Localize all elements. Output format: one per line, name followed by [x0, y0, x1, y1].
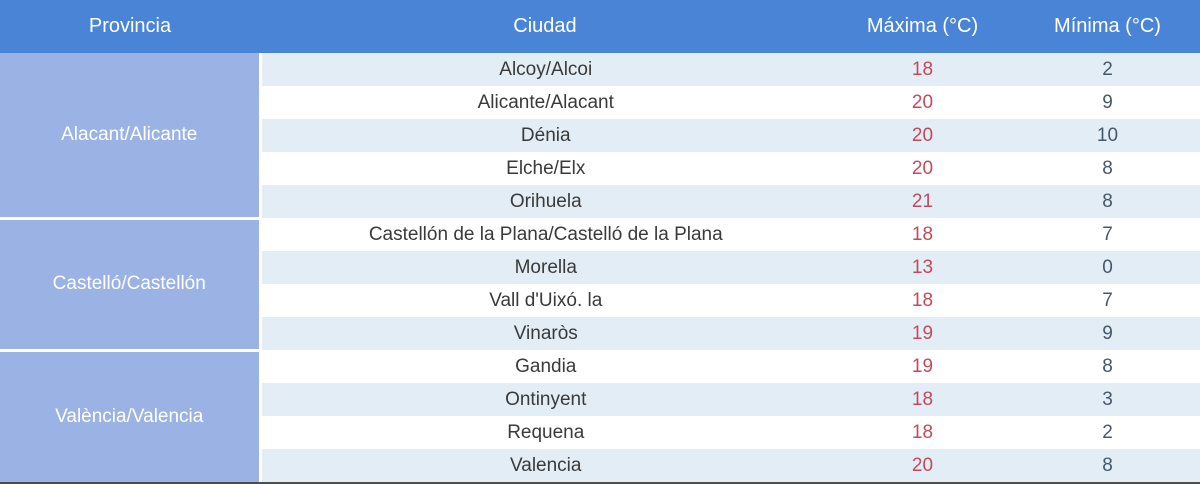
city-cell: Alicante/Alacant [477, 91, 614, 113]
min-temp-cell: 7 [1102, 289, 1113, 311]
city-cell: Vall d'Uixó. la [489, 289, 603, 311]
min-temp-cell: 9 [1102, 322, 1113, 344]
max-temp-cell: 20 [911, 157, 934, 179]
min-temp-cell: 2 [1102, 421, 1113, 443]
table-row: València/Valencia Gandia 19 8 [0, 348, 1200, 482]
column-header-provincia: Provincia [0, 0, 260, 53]
city-cell: Vinaròs [513, 322, 578, 344]
city-cell: Dénia [520, 124, 571, 146]
min-temp-cell: 7 [1102, 223, 1113, 245]
max-temp-cell: 18 [911, 421, 934, 443]
header-row: Provincia Ciudad Máxima (°C) Mínima (°C) [0, 0, 1200, 53]
min-temp-cell: 8 [1102, 355, 1113, 377]
table-row: Castelló/Castellón Castellón de la Plana… [0, 216, 1200, 350]
city-cell: Orihuela [509, 190, 582, 212]
max-temp-cell: 20 [911, 91, 934, 113]
max-temp-cell: 18 [911, 223, 934, 245]
city-cell: Requena [507, 421, 585, 443]
max-temp-cell: 18 [911, 58, 934, 80]
max-temp-cell: 18 [911, 388, 934, 410]
max-temp-cell: 20 [911, 454, 934, 476]
province-cell: Alacant/Alicante [0, 53, 262, 218]
city-cell: Castellón de la Plana/Castelló de la Pla… [368, 223, 723, 245]
max-temp-cell: 13 [911, 256, 934, 278]
table-body: Alacant/Alicante Alcoy/Alcoi 18 2 Alican… [0, 53, 1200, 482]
min-temp-cell: 0 [1102, 256, 1113, 278]
column-header-maxima: Máxima (°C) [830, 0, 1015, 53]
city-cell: Valencia [510, 454, 582, 476]
min-temp-cell: 8 [1102, 157, 1113, 179]
max-temp-cell: 21 [911, 190, 934, 212]
min-temp-cell: 9 [1102, 91, 1113, 113]
max-temp-cell: 19 [911, 355, 934, 377]
min-temp-cell: 8 [1102, 454, 1113, 476]
max-temp-cell: 20 [911, 124, 934, 146]
table-bottom-border [0, 482, 1200, 484]
min-temp-cell: 2 [1102, 58, 1113, 80]
table-row: Dénia 20 10 [0, 119, 1200, 152]
city-cell: Alcoy/Alcoi [499, 58, 593, 80]
table-row: Alacant/Alicante Alcoy/Alcoi 18 2 [0, 53, 1200, 218]
max-temp-cell: 18 [911, 289, 934, 311]
city-cell: Morella [514, 256, 577, 278]
min-temp-cell: 10 [1096, 124, 1119, 146]
column-header-ciudad: Ciudad [260, 0, 830, 53]
column-header-minima: Mínima (°C) [1015, 0, 1200, 53]
province-cell: Castelló/Castellón [0, 216, 262, 350]
city-cell: Gandia [515, 355, 577, 377]
province-cell: València/Valencia [0, 348, 262, 482]
min-temp-cell: 8 [1102, 190, 1113, 212]
city-cell: Ontinyent [505, 388, 587, 410]
max-temp-cell: 19 [911, 322, 934, 344]
city-cell: Elche/Elx [506, 157, 586, 179]
min-temp-cell: 3 [1102, 388, 1113, 410]
table-header: Provincia Ciudad Máxima (°C) Mínima (°C) [0, 0, 1200, 53]
